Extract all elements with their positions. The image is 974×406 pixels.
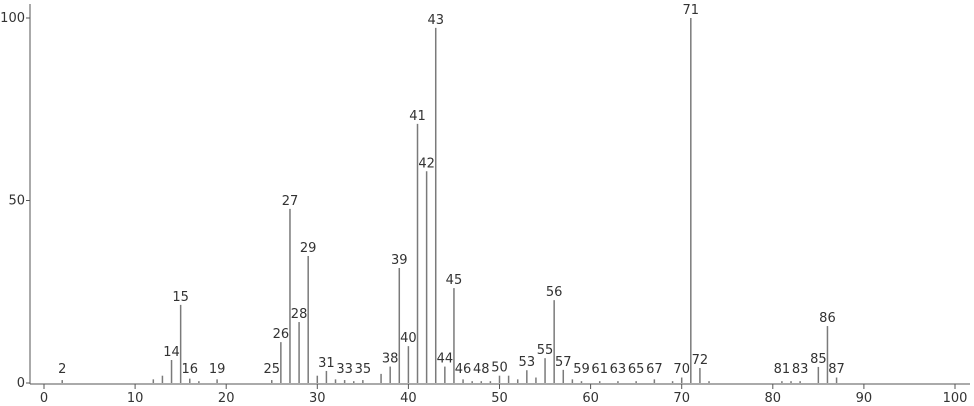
peak-label: 81 [774,362,791,377]
peak-label: 38 [382,352,399,367]
peak-label: 56 [546,285,563,300]
peak-label: 16 [181,362,198,377]
x-tick-label: 100 [943,391,968,406]
peak-label: 87 [828,362,845,377]
peak-label: 46 [455,362,472,377]
peak-label: 29 [300,241,317,256]
peak-label: 67 [646,362,663,377]
peak-label: 55 [537,343,554,358]
peak-label: 41 [409,109,426,124]
peak-label: 31 [318,356,335,371]
peak-label: 65 [628,362,645,377]
peak-label: 57 [555,355,572,370]
y-tick-label: 50 [8,194,25,209]
peak-label: 39 [391,253,408,268]
peak-label: 85 [810,352,827,367]
peak-label: 25 [263,362,280,377]
peak-label: 83 [792,362,809,377]
x-tick-label: 40 [400,391,417,406]
peak-label: 48 [473,362,490,377]
peak-label: 28 [291,307,308,322]
peak-label: 86 [819,311,836,326]
x-tick-label: 30 [309,391,326,406]
peak-label: 14 [163,345,180,360]
peak-label: 26 [273,327,290,342]
peak-label: 63 [610,362,627,377]
peak-label: 42 [418,156,435,171]
peak-label: 15 [172,290,189,305]
peak-label: 35 [355,362,372,377]
peak-label: 19 [209,362,226,377]
peak-label: 44 [437,352,454,367]
peak-label: 43 [427,13,444,28]
peak-label: 50 [491,361,508,376]
peak-label: 59 [573,362,590,377]
peak-label: 33 [336,362,353,377]
peak-label: 61 [591,362,608,377]
x-tick-label: 80 [765,391,782,406]
x-tick-label: 20 [218,391,235,406]
y-tick-label: 0 [17,376,25,391]
y-tick-label: 100 [0,11,25,26]
peak-label: 40 [400,331,417,346]
x-tick-label: 60 [582,391,599,406]
peak-label: 2 [58,362,66,377]
peak-label: 72 [692,353,709,368]
peak-label: 45 [446,273,463,288]
x-tick-label: 70 [673,391,690,406]
peak-label: 53 [519,355,536,370]
x-tick-label: 0 [40,391,48,406]
peak-label: 71 [683,3,700,18]
x-tick-label: 50 [491,391,508,406]
peak-label: 70 [673,362,690,377]
x-tick-label: 90 [856,391,873,406]
peak-label: 27 [282,194,299,209]
x-tick-label: 10 [127,391,144,406]
